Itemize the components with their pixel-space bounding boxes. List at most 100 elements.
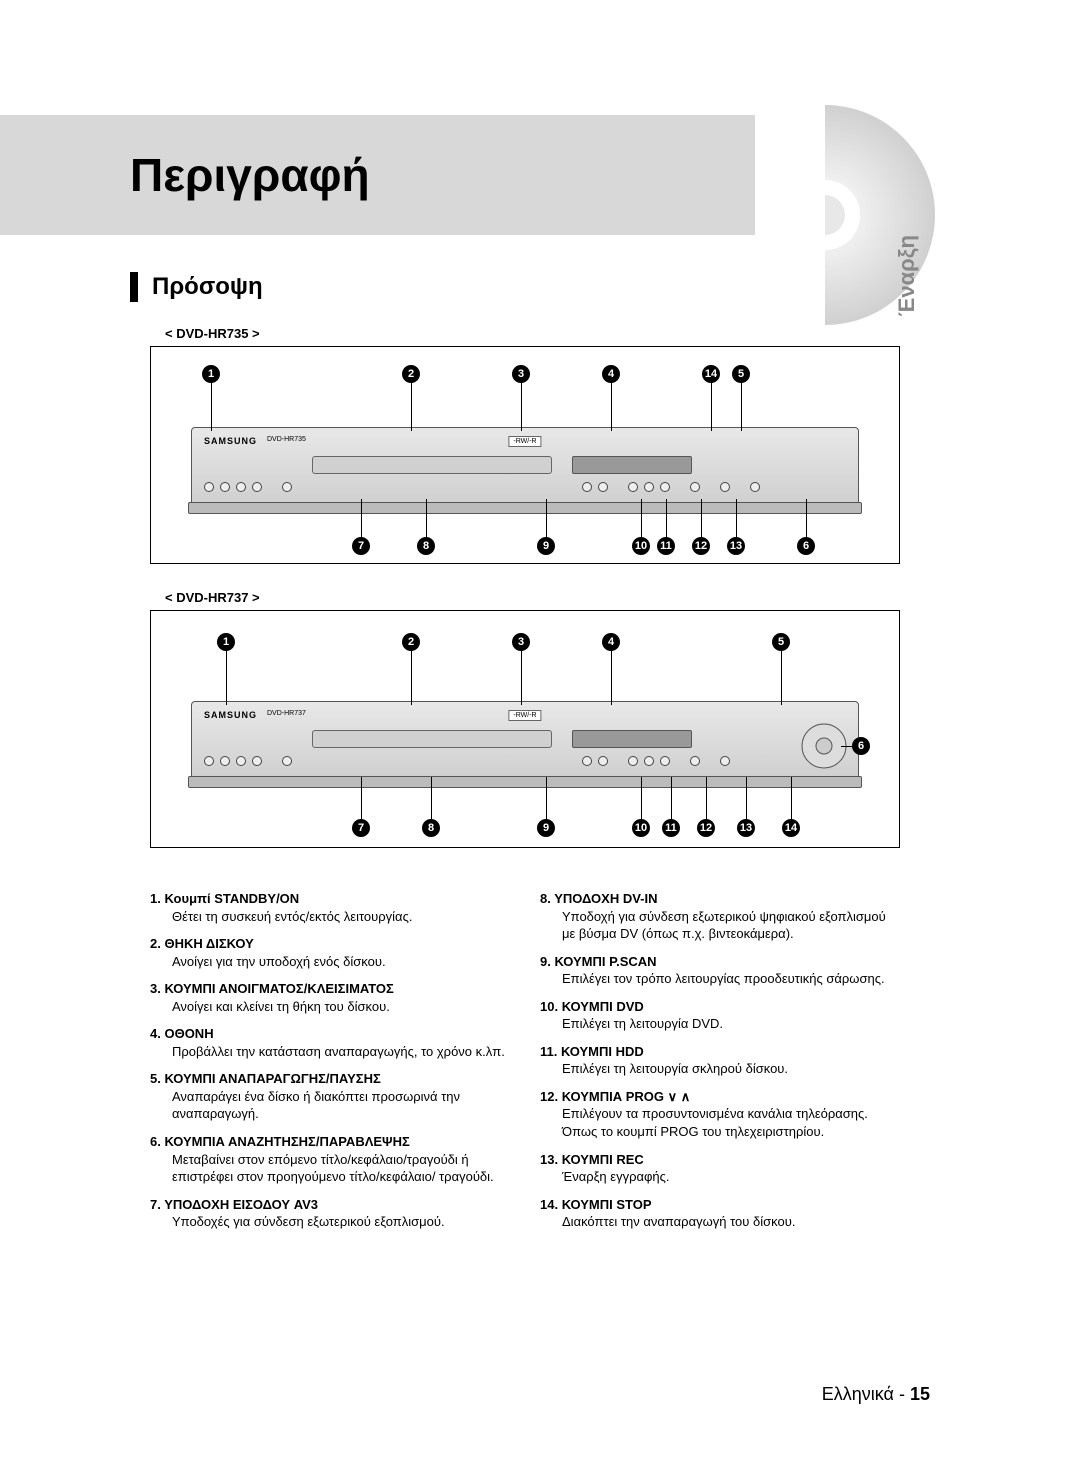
leader-line xyxy=(411,383,412,431)
desc-text: Επιλέγει τη λειτουργία DVD. xyxy=(562,1015,900,1033)
footer-page: 15 xyxy=(910,1384,930,1404)
desc-title: ΚΟΥΜΠΙ STOP xyxy=(562,1197,652,1212)
desc-item: 2. ΘΗΚΗ ΔΙΣΚΟΥΑνοίγει για την υποδοχή εν… xyxy=(150,935,510,970)
leader-line xyxy=(781,651,782,705)
desc-text: Μεταβαίνει στον επόμενο τίτλο/κεφάλαιο/τ… xyxy=(172,1151,510,1186)
callout-10: 10 xyxy=(632,819,650,837)
callout-13: 13 xyxy=(727,537,745,555)
callout-2: 2 xyxy=(402,365,420,383)
desc-title: ΥΠΟΔΟΧΗ DV-IN xyxy=(554,891,657,906)
leader-line xyxy=(736,499,737,539)
callout-12: 12 xyxy=(692,537,710,555)
desc-item: 8. ΥΠΟΔΟΧΗ DV-IN Υποδοχή για σύνδεση εξωτ… xyxy=(540,890,900,943)
footer-lang: Ελληνικά xyxy=(822,1384,894,1404)
leader-line xyxy=(411,651,412,705)
leader-line xyxy=(806,499,807,539)
desc-title: ΚΟΥΜΠΙ ΑΝΑΠΑΡΑΓΩΓΗΣ/ΠΑΥΣΗΣ xyxy=(164,1071,380,1086)
callout-7: 7 xyxy=(352,537,370,555)
leader-line xyxy=(431,777,432,821)
callout-13: 13 xyxy=(737,819,755,837)
desc-num: 14. xyxy=(540,1197,562,1212)
desc-item: 14. ΚΟΥΜΠΙ STOPΔιακόπτει την αναπαραγωγή… xyxy=(540,1196,900,1231)
desc-title: ΚΟΥΜΠΙ HDD xyxy=(561,1044,644,1059)
rwr-badge: -RW/-R xyxy=(508,436,541,447)
model-label-b: < DVD-HR737 > xyxy=(165,590,260,605)
desc-text: Προβάλλει την κατάσταση αναπαραγωγής, το… xyxy=(172,1043,510,1061)
desc-item: 13. ΚΟΥΜΠΙ RECΈναρξη εγγραφής. xyxy=(540,1151,900,1186)
callout-7: 7 xyxy=(352,819,370,837)
desc-num: 2. xyxy=(150,936,164,951)
leader-line xyxy=(791,777,792,821)
header-bar: Περιγραφή xyxy=(0,115,755,235)
desc-title: ΚΟΥΜΠΙ DVD xyxy=(562,999,644,1014)
brand-text: SAMSUNG xyxy=(204,436,257,446)
callout-4: 4 xyxy=(602,633,620,651)
desc-text: Διακόπτει την αναπαραγωγή του δίσκου. xyxy=(562,1213,900,1231)
desc-num: 10. xyxy=(540,999,562,1014)
desc-item: 4. ΟΘΟΝΗΠροβάλλει την κατάσταση αναπαραγ… xyxy=(150,1025,510,1060)
callout-3: 3 xyxy=(512,633,530,651)
desc-text: Αναπαράγει ένα δίσκο ή διακόπτει προσωρι… xyxy=(172,1088,510,1123)
display-panel xyxy=(572,456,692,474)
desc-num: 12. xyxy=(540,1089,562,1104)
callout-5: 5 xyxy=(732,365,750,383)
leader-line xyxy=(226,651,227,705)
callout-4: 4 xyxy=(602,365,620,383)
callout-8: 8 xyxy=(422,819,440,837)
callout-11: 11 xyxy=(662,819,680,837)
model-text: DVD-HR735 xyxy=(267,436,306,443)
page-title: Περιγραφή xyxy=(130,148,370,202)
callout-11: 11 xyxy=(657,537,675,555)
disc-tray xyxy=(312,456,552,474)
leader-line xyxy=(521,383,522,431)
leader-line xyxy=(611,383,612,431)
callout-12: 12 xyxy=(697,819,715,837)
desc-num: 8. xyxy=(540,891,554,906)
callout-14: 14 xyxy=(702,365,720,383)
callout-9: 9 xyxy=(537,537,555,555)
leader-line xyxy=(611,651,612,705)
control-buttons xyxy=(582,756,730,766)
leader-line xyxy=(701,499,702,539)
desc-num: 1. xyxy=(150,891,164,906)
desc-item: 11. ΚΟΥΜΠΙ HDDΕπιλέγει τη λειτουργία σκλ… xyxy=(540,1043,900,1078)
section-bar-icon xyxy=(130,272,138,302)
leader-line xyxy=(746,777,747,821)
leader-line xyxy=(426,499,427,539)
desc-num: 4. xyxy=(150,1026,164,1041)
desc-text: Ανοίγει και κλείνει τη θήκη του δίσκου. xyxy=(172,998,510,1016)
device-b: SAMSUNG DVD-HR737 -RW/-R xyxy=(191,701,859,781)
callout-9: 9 xyxy=(537,819,555,837)
av3-inputs xyxy=(204,482,292,492)
disc-tray xyxy=(312,730,552,748)
desc-num: 7. xyxy=(150,1197,164,1212)
leader-line xyxy=(641,777,642,821)
descriptions: 1. Κουμπί STANDBY/ONΘέτει τη συσκευή εντ… xyxy=(150,890,900,1241)
desc-text: Θέτει τη συσκευή εντός/εκτός λειτουργίας… xyxy=(172,908,510,926)
desc-num: 5. xyxy=(150,1071,164,1086)
diagram-b: SAMSUNG DVD-HR737 -RW/-R 123457891011121… xyxy=(150,610,900,848)
desc-item: 10. ΚΟΥΜΠΙ DVDΕπιλέγει τη λειτουργία DVD… xyxy=(540,998,900,1033)
leader-line xyxy=(706,777,707,821)
desc-item: 9. ΚΟΥΜΠΙ P.SCANΕπιλέγει τον τρόπο λειτο… xyxy=(540,953,900,988)
desc-item: 3. ΚΟΥΜΠΙ ΑΝΟΙΓΜΑΤΟΣ/ΚΛΕΙΣΙΜΑΤΟΣΑνοίγει … xyxy=(150,980,510,1015)
descriptions-left: 1. Κουμπί STANDBY/ONΘέτει τη συσκευή εντ… xyxy=(150,890,510,1241)
leader-line xyxy=(361,499,362,539)
desc-num: 9. xyxy=(540,954,554,969)
callout-3: 3 xyxy=(512,365,530,383)
desc-num: 6. xyxy=(150,1134,164,1149)
desc-text: Υποδοχή για σύνδεση εξωτερικού ψηφιακού … xyxy=(562,908,900,943)
descriptions-right: 8. ΥΠΟΔΟΧΗ DV-IN Υποδοχή για σύνδεση εξωτ… xyxy=(540,890,900,1241)
diagram-a: SAMSUNG DVD-HR735 -RW/-R 123414578910111… xyxy=(150,346,900,564)
page-footer: Ελληνικά - 15 xyxy=(822,1384,930,1405)
side-tab: Έναρξη xyxy=(894,235,920,316)
desc-item: 6. ΚΟΥΜΠΙΑ ΑΝΑΖΗΤΗΣΗΣ/ΠΑΡΑΒΛΕΨΗΣΜεταβαίν… xyxy=(150,1133,510,1186)
desc-text: Επιλέγει τη λειτουργία σκληρού δίσκου. xyxy=(562,1060,900,1078)
callout-2: 2 xyxy=(402,633,420,651)
desc-title: ΚΟΥΜΠΙ REC xyxy=(562,1152,644,1167)
leader-line xyxy=(546,777,547,821)
display-panel xyxy=(572,730,692,748)
desc-text: Επιλέγουν τα προσυντονισμένα κανάλια τηλ… xyxy=(562,1105,900,1140)
leader-line xyxy=(666,499,667,539)
leader-line xyxy=(641,499,642,539)
